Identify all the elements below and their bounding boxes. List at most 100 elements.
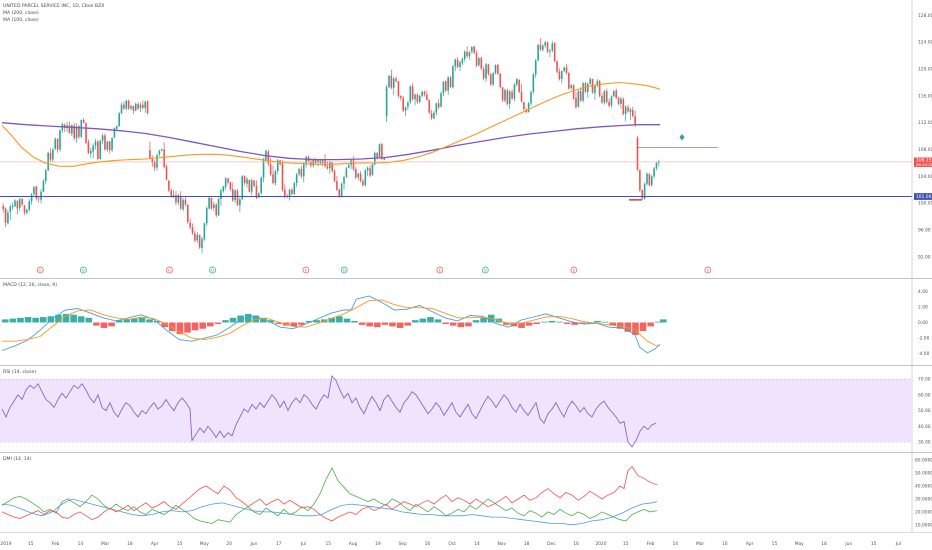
macd-histogram-bar [62, 313, 70, 323]
earnings-marker-label: E [439, 268, 442, 273]
price-tick-label: 104.00 [918, 174, 932, 180]
candle-body [430, 113, 433, 119]
candle-body [511, 91, 513, 99]
candle-body [142, 104, 144, 108]
candle-body [499, 73, 502, 88]
candle-body [295, 174, 298, 184]
macd-tick-label: 4.00 [918, 289, 928, 295]
candle-body [49, 152, 52, 160]
candle-body [551, 43, 554, 51]
time-tick-label: 15 [177, 541, 183, 547]
time-tick-label: Mar [696, 541, 704, 547]
candle-body [182, 199, 184, 210]
candle-body [452, 66, 454, 88]
dmi-panel[interactable]: DMI (14, 14) 60.0000 50.0000 40.0000 30.000… [1, 456, 932, 528]
dmi-tick-label: 10.0000 [915, 522, 932, 528]
rsi-panel[interactable]: RSI (14, close) 70.00 60.00 50.00 40.00 30.0… [0, 369, 932, 453]
macd-histogram-bar [108, 322, 115, 327]
candle-body [355, 169, 357, 178]
macd-panel[interactable]: MACD (12, 26, close, 9) 4.00 2.00 0.00 -2.0… [0, 282, 932, 366]
candle-body [570, 85, 573, 88]
candle-body [617, 97, 620, 104]
macd-histogram-bar [138, 317, 146, 323]
time-tick-label: 18 [821, 541, 827, 547]
time-tick-label: 15 [325, 541, 331, 547]
candle-body [191, 227, 194, 234]
candle-body [68, 125, 71, 133]
candle-body [362, 181, 364, 186]
time-axis[interactable]: 2019 15 Feb 14 Mar 18 Apr 15 May 20 Jun 17 Jul 15 Aug 1… [0, 532, 932, 548]
candle-body [21, 198, 23, 205]
macd-histogram-bar [601, 321, 609, 323]
macd-histogram-bar [411, 320, 419, 323]
time-tick-label: 2020 [595, 541, 606, 547]
candle-body [317, 160, 319, 163]
macd-histogram-bar [480, 317, 487, 323]
candle-body [426, 94, 428, 100]
candle-body [123, 104, 125, 109]
dmi-tick-label: 30.0000 [915, 496, 932, 502]
candle-body [54, 138, 57, 149]
candle-body [33, 187, 35, 195]
candle-body [402, 97, 404, 111]
candle-body [530, 91, 532, 104]
macd-histogram-bar [427, 317, 434, 323]
time-tick-label: 14 [474, 541, 480, 547]
candle-body [468, 52, 471, 57]
candle-body [250, 180, 253, 192]
candle-body [641, 189, 644, 199]
macd-histogram-bar [465, 322, 472, 327]
price-tick-label: 96.00 [918, 228, 931, 234]
price-panel[interactable]: UNITED PARCEL SERVICE INC, 1D, Cboe BZX … [0, 0, 932, 532]
time-tick-label: 20 [226, 541, 232, 547]
candle-body [194, 233, 196, 241]
candle-body [423, 91, 426, 95]
candle-body [589, 79, 591, 84]
candle-body [466, 51, 468, 57]
candle-body [234, 190, 236, 200]
candle-body [478, 58, 480, 66]
candle-body [579, 91, 582, 101]
candle-body [111, 138, 113, 151]
macd-histogram-bar [169, 322, 176, 332]
candle-body [23, 205, 26, 213]
candle-body [56, 138, 59, 150]
candle-body [371, 164, 374, 176]
candle-body [636, 137, 639, 170]
candle-body [239, 199, 241, 206]
candle-body [208, 197, 210, 209]
candle-body [620, 98, 622, 104]
earnings-marker-label: E [707, 268, 710, 273]
candle-body [274, 171, 277, 184]
rsi-marks [0, 374, 912, 448]
candle-body [132, 105, 135, 111]
candle-body [130, 105, 132, 109]
candle-body [227, 178, 229, 183]
macd-histogram-bar [305, 320, 313, 323]
time-tick-label: Jul [895, 541, 901, 547]
earnings-marker-icon [436, 266, 444, 274]
candle-body [539, 44, 542, 50]
macd-histogram-bar [525, 322, 533, 326]
macd-histogram-bar [654, 321, 662, 323]
legend-ma200: MA (200, close) [3, 10, 39, 16]
candle-body [42, 181, 45, 192]
macd-histogram-bar [184, 322, 191, 333]
candle-body [101, 135, 104, 141]
candle-body [291, 189, 293, 194]
candle-body [357, 173, 360, 178]
earnings-marker-label: E [573, 268, 576, 273]
dividend-marker-label: D [82, 268, 85, 273]
candle-body [146, 101, 149, 114]
macd-histogram-bar [222, 320, 229, 323]
candle-body [255, 185, 258, 198]
candle-body [333, 171, 336, 182]
dividend-marker-label: D [211, 268, 214, 273]
candle-body [89, 150, 92, 154]
candle-body [650, 176, 653, 186]
candle-body [229, 182, 232, 190]
earnings-marker-label: E [305, 268, 308, 273]
last-price-badge [914, 157, 932, 167]
